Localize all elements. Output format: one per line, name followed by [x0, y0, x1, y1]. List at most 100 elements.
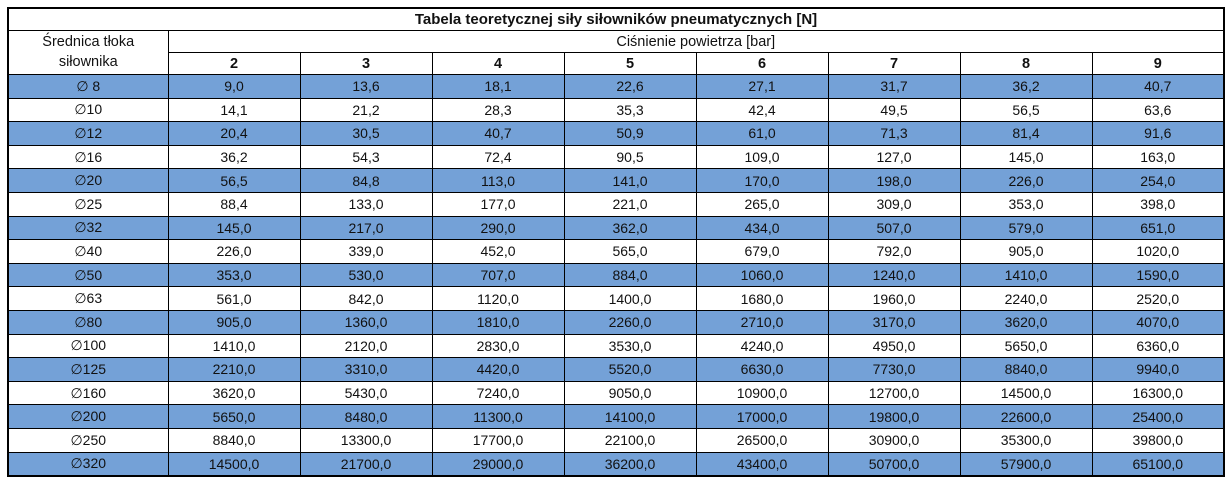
force-value: 36200,0 — [563, 451, 697, 477]
diameter-label: ∅40 — [7, 239, 169, 264]
force-value: 226,0 — [167, 239, 301, 264]
force-value: 2520,0 — [1091, 286, 1225, 311]
force-value: 90,5 — [563, 144, 697, 170]
force-value: 221,0 — [563, 191, 697, 217]
force-value: 5650,0 — [167, 404, 301, 429]
force-value: 2710,0 — [695, 309, 829, 335]
force-value: 353,0 — [167, 262, 301, 288]
force-value: 842,0 — [299, 286, 433, 311]
diameter-label: ∅250 — [7, 427, 169, 453]
table-row: ∅160 3620,0 5430,0 7240,0 9050,0 10900,0 12700… — [7, 380, 1225, 406]
force-value: 17700,0 — [431, 427, 565, 453]
force-value: 254,0 — [1091, 168, 1225, 193]
force-value: 7240,0 — [431, 380, 565, 406]
force-value: 3170,0 — [827, 309, 961, 335]
force-value: 113,0 — [431, 168, 565, 193]
force-value: 6360,0 — [1091, 333, 1225, 359]
force-value: 2260,0 — [563, 309, 697, 335]
pressure-group-header: Ciśnienie powietrza [bar] — [167, 30, 1225, 53]
force-value: 127,0 — [827, 144, 961, 170]
force-value: 1960,0 — [827, 286, 961, 311]
diameter-label: ∅ 8 — [7, 74, 169, 99]
force-value: 10900,0 — [695, 380, 829, 406]
diameter-column-header: Średnica tłoka siłownika — [7, 30, 169, 75]
force-value: 50,9 — [563, 121, 697, 146]
pressure-col-header: 6 — [695, 52, 829, 75]
page: Tabela teoretycznej siły siłowników pneu… — [7, 7, 1225, 477]
force-value: 19800,0 — [827, 404, 961, 429]
table-row: ∅25 88,4 133,0 177,0 221,0 265,0 309,0 353,0 398… — [7, 191, 1225, 217]
force-value: 31,7 — [827, 74, 961, 99]
force-value: 217,0 — [299, 215, 433, 241]
table-row: ∅320 14500,0 21700,0 29000,0 36200,0 43400,0 5… — [7, 451, 1225, 477]
force-value: 57900,0 — [959, 451, 1093, 477]
diameter-label: ∅50 — [7, 262, 169, 288]
force-value: 353,0 — [959, 191, 1093, 217]
force-value: 49,5 — [827, 97, 961, 123]
table-row: ∅63 561,0 842,0 1120,0 1400,0 1680,0 1960,0 224… — [7, 286, 1225, 311]
table-row: ∅16 36,2 54,3 72,4 90,5 109,0 127,0 145,0 163,0 — [7, 144, 1225, 170]
force-value: 651,0 — [1091, 215, 1225, 241]
force-value: 54,3 — [299, 144, 433, 170]
force-value: 22100,0 — [563, 427, 697, 453]
force-value: 530,0 — [299, 262, 433, 288]
force-value: 18,1 — [431, 74, 565, 99]
diameter-label: ∅100 — [7, 333, 169, 359]
table-row: ∅250 8840,0 13300,0 17700,0 22100,0 26500,0 30… — [7, 427, 1225, 453]
force-value: 12700,0 — [827, 380, 961, 406]
force-value: 1060,0 — [695, 262, 829, 288]
force-value: 43400,0 — [695, 451, 829, 477]
force-value: 1020,0 — [1091, 239, 1225, 264]
force-value: 61,0 — [695, 121, 829, 146]
force-value: 170,0 — [695, 168, 829, 193]
force-value: 362,0 — [563, 215, 697, 241]
force-value: 14,1 — [167, 97, 301, 123]
force-value: 145,0 — [959, 144, 1093, 170]
force-value: 679,0 — [695, 239, 829, 264]
pressure-col-header: 5 — [563, 52, 697, 75]
force-value: 507,0 — [827, 215, 961, 241]
pneumatic-force-table: Tabela teoretycznej siły siłowników pneu… — [7, 7, 1225, 477]
force-value: 22600,0 — [959, 404, 1093, 429]
table-row: ∅10 14,1 21,2 28,3 35,3 42,4 49,5 56,5 63,6 — [7, 97, 1225, 123]
pressure-col-header: 9 — [1091, 52, 1225, 75]
force-value: 3530,0 — [563, 333, 697, 359]
force-value: 1410,0 — [959, 262, 1093, 288]
force-value: 40,7 — [1091, 74, 1225, 99]
force-value: 35,3 — [563, 97, 697, 123]
force-value: 28,3 — [431, 97, 565, 123]
diameter-label: ∅63 — [7, 286, 169, 311]
force-value: 226,0 — [959, 168, 1093, 193]
force-value: 20,4 — [167, 121, 301, 146]
force-value: 579,0 — [959, 215, 1093, 241]
table-row: ∅20 56,5 84,8 113,0 141,0 170,0 198,0 226,0 254,… — [7, 168, 1225, 193]
force-value: 1360,0 — [299, 309, 433, 335]
force-value: 198,0 — [827, 168, 961, 193]
diameter-label: ∅20 — [7, 168, 169, 193]
force-value: 71,3 — [827, 121, 961, 146]
diameter-label: ∅320 — [7, 451, 169, 477]
force-value: 309,0 — [827, 191, 961, 217]
force-value: 398,0 — [1091, 191, 1225, 217]
force-value: 1590,0 — [1091, 262, 1225, 288]
force-value: 40,7 — [431, 121, 565, 146]
force-value: 565,0 — [563, 239, 697, 264]
force-value: 707,0 — [431, 262, 565, 288]
force-value: 109,0 — [695, 144, 829, 170]
pressure-col-header: 3 — [299, 52, 433, 75]
pressure-col-header: 2 — [167, 52, 301, 75]
force-value: 21700,0 — [299, 451, 433, 477]
force-value: 5430,0 — [299, 380, 433, 406]
force-value: 1410,0 — [167, 333, 301, 359]
force-value: 2240,0 — [959, 286, 1093, 311]
force-value: 1680,0 — [695, 286, 829, 311]
force-value: 8480,0 — [299, 404, 433, 429]
force-value: 133,0 — [299, 191, 433, 217]
pressure-col-header: 4 — [431, 52, 565, 75]
force-value: 14500,0 — [167, 451, 301, 477]
force-value: 8840,0 — [959, 357, 1093, 382]
pressure-col-header: 8 — [959, 52, 1093, 75]
header-group-row: Średnica tłoka siłownika Ciśnienie powie… — [7, 30, 1225, 75]
table-title-row: Tabela teoretycznej siły siłowników pneu… — [7, 7, 1225, 31]
